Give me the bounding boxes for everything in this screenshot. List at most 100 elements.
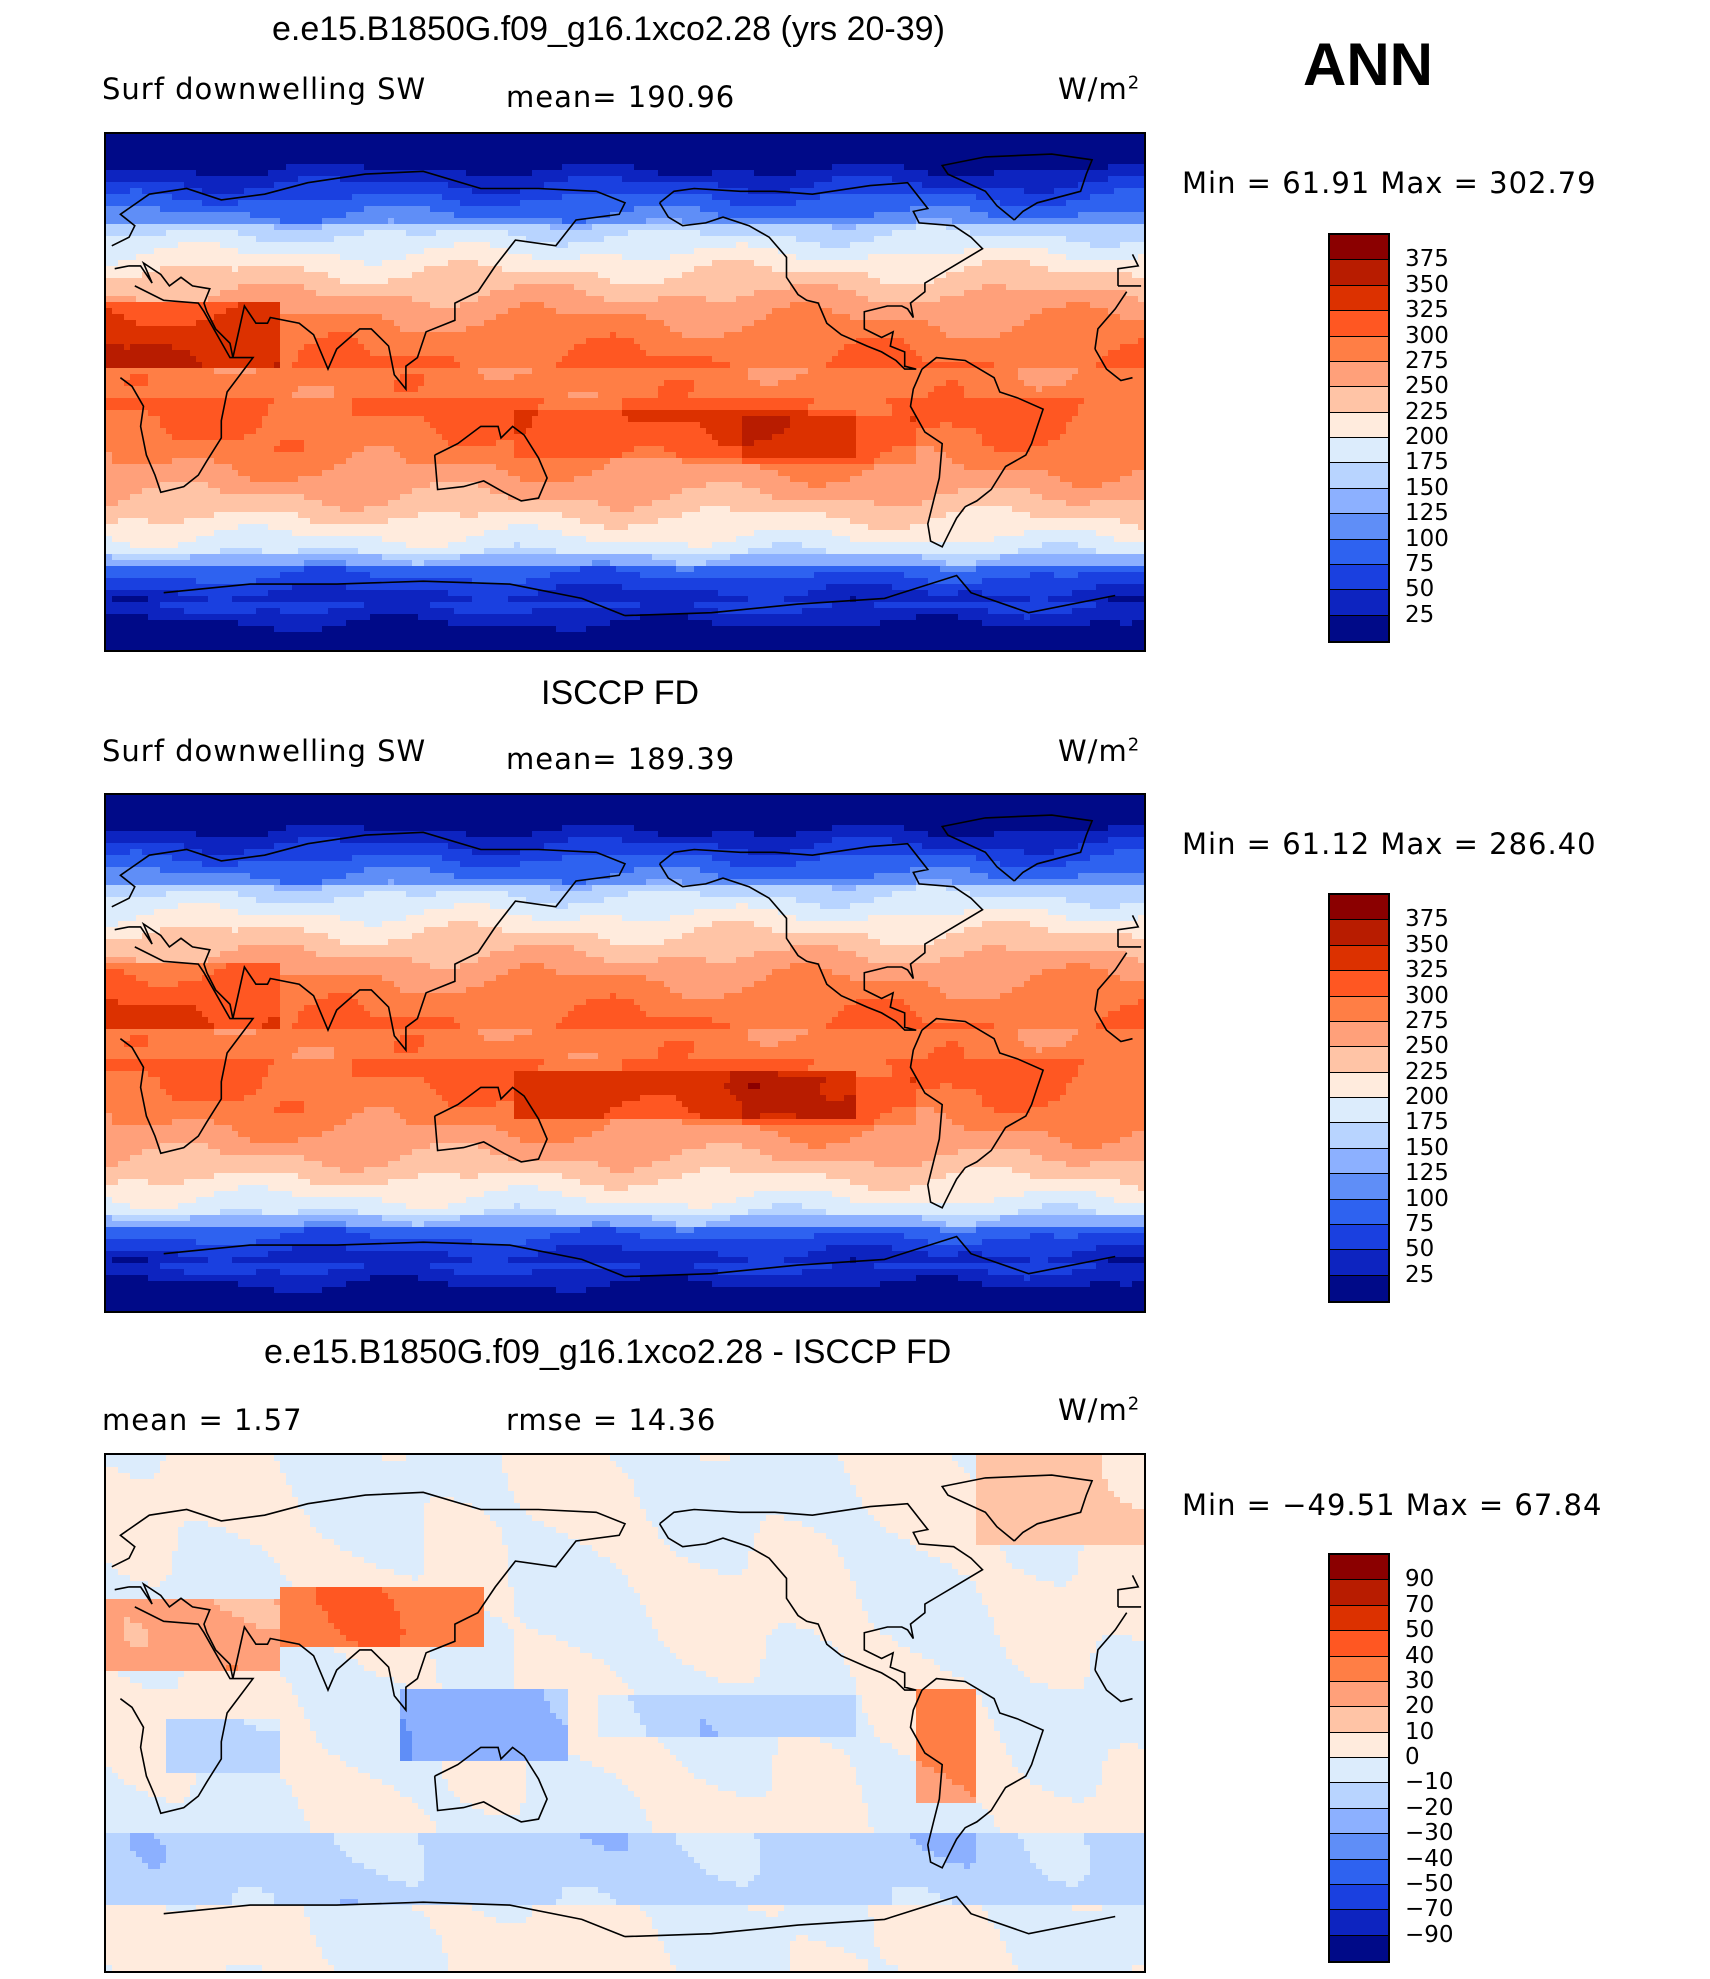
panel-2-units-label: W/m2: [1058, 734, 1140, 768]
coastline: [1094, 1612, 1128, 1671]
coastline: [909, 1017, 1045, 1209]
colorbar-tick-label: 175: [1405, 1109, 1449, 1135]
colorbar-swatch: [1330, 285, 1388, 312]
colorbar-swatch: [1330, 1148, 1388, 1175]
colorbar-swatch: [1330, 412, 1388, 438]
colorbar-tick-label: 75: [1405, 1211, 1434, 1237]
season-label: ANN: [1303, 30, 1433, 99]
colorbar-tick-label: 90: [1405, 1566, 1434, 1592]
colorbar-swatch: [1330, 1783, 1388, 1809]
coastline: [909, 356, 1045, 548]
colorbar-tick-label: 30: [1405, 1668, 1434, 1694]
colorbar-swatch: [1330, 996, 1388, 1022]
panel-3-rmse-label: rmse = 14.36: [506, 1403, 716, 1437]
colorbar-swatch: [1330, 971, 1388, 997]
panel-2-title: ISCCP FD: [541, 674, 699, 713]
colorbar-swatch: [1330, 235, 1388, 261]
coastline: [163, 1901, 626, 1938]
panel-1-units-label: W/m2: [1058, 72, 1140, 106]
colorbar-swatch: [1330, 1732, 1388, 1758]
coastline: [658, 842, 984, 1031]
colorbar-tick-label: 125: [1405, 1160, 1449, 1186]
colorbar-swatch: [1330, 1707, 1388, 1733]
colorbar-swatch: [1330, 1098, 1388, 1124]
colorbar-tick-label: 325: [1405, 957, 1449, 983]
coastline: [111, 1491, 627, 1713]
colorbar-tick-label: 200: [1405, 1084, 1449, 1110]
coastline: [940, 1474, 1094, 1542]
colorbar-swatch: [1330, 590, 1388, 616]
panel-3-colorbar: [1328, 1553, 1390, 1963]
panel-1-title: e.e15.B1850G.f09_g16.1xco2.28 (yrs 20-39…: [272, 10, 945, 49]
coastline: [433, 425, 548, 502]
colorbar-tick-label: 25: [1405, 602, 1434, 628]
panel-3-mean-label: mean = 1.57: [102, 1403, 303, 1437]
colorbar-tick-label: 300: [1405, 323, 1449, 349]
coastline: [119, 285, 255, 494]
coastline: [940, 153, 1094, 221]
coastline: [163, 1241, 626, 1278]
colorbar-swatch: [1330, 463, 1388, 489]
colorbar-swatch: [1330, 1884, 1388, 1911]
colorbar-tick-label: 70: [1405, 1592, 1434, 1618]
panel-1-variable-label: Surf downwelling SW: [102, 72, 426, 106]
colorbar-swatch: [1330, 1656, 1388, 1682]
colorbar-tick-label: 275: [1405, 348, 1449, 374]
colorbar-swatch: [1330, 1224, 1388, 1251]
colorbar-swatch: [1330, 1174, 1388, 1200]
coastline: [1094, 348, 1133, 382]
coastline: [111, 831, 627, 1053]
panel-2-mean-label: mean= 189.39: [506, 742, 735, 776]
colorbar-swatch: [1330, 1555, 1388, 1581]
coastline: [940, 814, 1094, 882]
coastline: [1117, 254, 1140, 286]
colorbar-tick-label: 125: [1405, 500, 1449, 526]
panel-3-map: [104, 1453, 1146, 1973]
colorbar-swatch: [1330, 1834, 1388, 1860]
colorbar-tick-label: −50: [1405, 1871, 1454, 1897]
colorbar-tick-label: 225: [1405, 1059, 1449, 1085]
colorbar-tick-label: 375: [1405, 246, 1449, 272]
colorbar-swatch: [1330, 1935, 1388, 1961]
colorbar-swatch: [1330, 438, 1388, 464]
colorbar-swatch: [1330, 945, 1388, 972]
coastline: [658, 181, 984, 370]
colorbar-tick-label: −20: [1405, 1795, 1454, 1821]
panel-2-map: [104, 793, 1146, 1313]
colorbar-tick-label: 20: [1405, 1693, 1434, 1719]
colorbar-swatch: [1330, 895, 1388, 921]
panel-1-minmax-label: Min = 61.91 Max = 302.79: [1182, 166, 1597, 200]
colorbar-swatch: [1330, 1123, 1388, 1149]
colorbar-tick-label: 0: [1405, 1744, 1420, 1770]
colorbar-tick-label: 175: [1405, 449, 1449, 475]
colorbar-swatch: [1330, 514, 1388, 540]
colorbar-tick-label: 25: [1405, 1262, 1434, 1288]
colorbar-tick-label: 200: [1405, 424, 1449, 450]
colorbar-swatch: [1330, 1021, 1388, 1048]
coastline: [119, 946, 255, 1155]
colorbar-tick-label: 10: [1405, 1719, 1434, 1745]
colorbar-tick-label: 350: [1405, 272, 1449, 298]
colorbar-swatch: [1330, 1758, 1388, 1784]
panel-1-colorbar: [1328, 233, 1390, 643]
panel-2-minmax-label: Min = 61.12 Max = 286.40: [1182, 827, 1597, 861]
colorbar-swatch: [1330, 336, 1388, 362]
colorbar-tick-label: 325: [1405, 297, 1449, 323]
colorbar-swatch: [1330, 1250, 1388, 1276]
coastline: [433, 1086, 548, 1163]
coastline: [624, 1235, 1116, 1278]
coastline: [119, 1606, 255, 1815]
coastline: [1094, 1009, 1133, 1043]
colorbar-swatch: [1330, 311, 1388, 337]
colorbar-tick-label: 275: [1405, 1008, 1449, 1034]
colorbar-swatch: [1330, 1199, 1388, 1225]
colorbar-swatch: [1330, 564, 1388, 591]
panel-3-units-label: W/m2: [1058, 1393, 1140, 1427]
colorbar-tick-label: 375: [1405, 906, 1449, 932]
colorbar-tick-label: 225: [1405, 399, 1449, 425]
coastline: [624, 574, 1116, 617]
colorbar-swatch: [1330, 1631, 1388, 1657]
colorbar-tick-label: −30: [1405, 1820, 1454, 1846]
coastline: [1094, 1669, 1133, 1703]
colorbar-swatch: [1330, 1859, 1388, 1885]
